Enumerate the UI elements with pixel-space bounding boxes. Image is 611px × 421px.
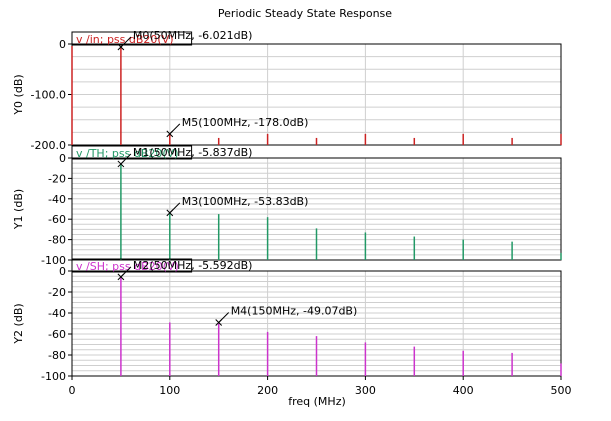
legend-label: v /TH; pss dB20(V) <box>76 147 178 160</box>
x-axis: 0 100 200 300 400 500 <box>69 376 572 397</box>
x-tick-label: 400 <box>453 384 474 397</box>
chart-title: Periodic Steady State Response <box>218 7 392 20</box>
legend-label: v /in; pss dB20(V) <box>76 33 174 46</box>
marker-label: M4(150MHz, -49.07dB) <box>231 305 358 318</box>
marker-label: M2(50MHz, -5.592dB) <box>133 259 253 272</box>
panels-layer: 0 -100.0 -200.0 Y0 (dB) v /in; pss dB20(V)M0… <box>12 29 562 383</box>
marker-leader <box>169 202 181 214</box>
legend-box <box>71 145 193 160</box>
marker-leader <box>120 36 132 48</box>
y-axis-title: Y2 (dB) <box>12 303 25 344</box>
x-tick-label: 100 <box>159 384 180 397</box>
marker[interactable]: M4(150MHz, -49.07dB) <box>215 305 358 326</box>
x-axis-title: freq (MHz) <box>288 395 346 408</box>
marker-label: M3(100MHz, -53.83dB) <box>182 195 309 208</box>
y-tick-label: -20 <box>48 172 66 185</box>
marker-label: M1(50MHz, -5.837dB) <box>133 146 253 159</box>
legend-label: v /SH; pss dB20(V) <box>76 260 179 273</box>
panel-1: 0 -20 -40 -60 -80 -100 Y1 (dB) v /TH; pss dB20(… <box>12 145 562 267</box>
y-tick-label: -40 <box>48 307 66 320</box>
legend-box <box>71 258 193 273</box>
marker-leader <box>120 266 132 278</box>
y-axis-title: Y1 (dB) <box>12 189 25 230</box>
legend[interactable]: v /TH; pss dB20(V) <box>71 145 193 160</box>
legend-box <box>71 31 193 46</box>
x-tick-label: 0 <box>69 384 76 397</box>
panel-2: 0 -20 -40 -60 -80 -100 Y2 (dB) v /SH; pss dB20(… <box>12 258 562 383</box>
y-tick-label: -80 <box>48 234 66 247</box>
marker-leader <box>120 153 132 165</box>
y-tick-label: -200.0 <box>31 139 66 152</box>
y-tick-label: -20 <box>48 286 66 299</box>
marker-leader <box>218 312 230 323</box>
panel-0: 0 -100.0 -200.0 Y0 (dB) v /in; pss dB20(V)M0… <box>12 29 562 152</box>
marker[interactable]: M2(50MHz, -5.592dB) <box>117 259 253 281</box>
y-tick-label: 0 <box>59 152 66 165</box>
legend[interactable]: v /in; pss dB20(V) <box>71 31 193 46</box>
y-tick-label: -40 <box>48 193 66 206</box>
y-tick-label: -100.0 <box>31 89 66 102</box>
marker[interactable]: M3(100MHz, -53.83dB) <box>166 195 309 217</box>
y-tick-label: -100 <box>41 254 66 267</box>
y-tick-label: -80 <box>48 349 66 362</box>
y-tick-label: -60 <box>48 213 66 226</box>
y-axis-title: Y0 (dB) <box>12 74 25 115</box>
x-tick-label: 200 <box>257 384 278 397</box>
marker-leader <box>169 123 181 135</box>
marker[interactable]: M5(100MHz, -178.0dB) <box>166 116 309 138</box>
x-tick-label: 500 <box>551 384 572 397</box>
y-tick-label: 0 <box>59 265 66 278</box>
y-tick-label: -100 <box>41 370 66 383</box>
marker-label: M5(100MHz, -178.0dB) <box>182 116 309 129</box>
marker[interactable]: M1(50MHz, -5.837dB) <box>117 146 253 168</box>
marker[interactable]: M0(50MHz, -6.021dB) <box>117 29 253 51</box>
y-tick-label: -60 <box>48 328 66 341</box>
legend[interactable]: v /SH; pss dB20(V) <box>71 258 193 273</box>
marker-label: M0(50MHz, -6.021dB) <box>133 29 253 42</box>
y-tick-label: 0 <box>59 38 66 51</box>
x-tick-label: 300 <box>355 384 376 397</box>
